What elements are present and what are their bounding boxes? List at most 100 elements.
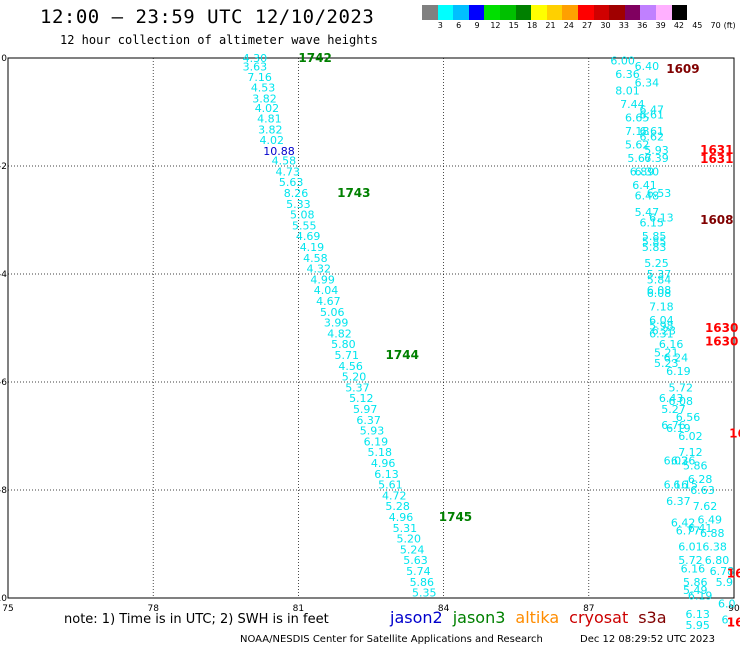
legend-swatch [655,5,672,20]
swh-value-label: 5.12 [349,392,374,405]
swh-value-label: 6.15 [673,479,698,492]
swh-value-label: 5.31 [393,522,418,535]
swh-value-label: 6.31 [649,327,674,340]
swh-value-label: 6.02 [678,430,703,443]
swh-value-label: 6.13 [649,211,674,224]
swh-value-label: 4.82 [327,327,352,340]
legend-tick-label: 45 [692,21,703,30]
lat-tick-label: -2 [0,162,7,172]
swh-value-label: 5.47 [635,206,660,219]
swh-value-label: 6.80 [705,554,730,567]
swh-value-label: 3.63 [243,61,268,74]
swh-value-label: 5.74 [406,565,431,578]
pass-number-label: 1745 [439,510,472,524]
swh-value-label: 6.65 [625,111,650,124]
swh-value-label: 6.63 [690,484,715,497]
lon-tick-label: 84 [438,604,450,614]
legend-swatch [437,5,454,20]
swh-value-label: 3.82 [252,93,277,106]
swh-value-label: 4.69 [296,230,321,243]
lat-tick-label: -8 [0,486,7,496]
swh-value-label: 6.40 [635,60,660,73]
footer-note: note: 1) Time is in UTC; 2) SWH is in fe… [64,612,329,627]
swh-value-label: 6.16 [659,338,684,351]
map-subtitle: 12 hour collection of altimeter wave hei… [60,33,378,47]
swh-value-label: 5.85 [642,230,667,243]
legend-swatch [624,5,641,20]
swh-value-label: 6.78 [710,565,735,578]
swh-value-label: 6.36 [671,454,696,467]
swh-value-label: 5.95 [685,619,710,632]
swh-value-label: 5.24 [400,543,425,556]
swh-value-label: 5.18 [367,446,392,459]
swh-value-label: 6.89 [630,165,655,178]
swh-value-label: 7.62 [693,500,718,513]
swh-value-label: 6.19 [666,365,691,378]
legend-swatch [593,5,610,20]
swh-value-label: 6.19 [666,422,691,435]
pass-number-label: 1630 [705,335,738,349]
pass-number-label: 1609 [666,62,699,76]
swh-value-label: 5.37 [647,268,672,281]
lon-tick-label: 90 [728,604,740,614]
swh-value-label: 5.86 [410,576,435,589]
swh-value-label: 6.15 [639,217,664,230]
legend-swatch [484,5,500,20]
pass-number-label: 1631 [700,143,733,157]
swh-value-label: 5.86 [683,460,708,473]
swh-value-label: 3.82 [258,123,283,136]
lat-tick-label: -4 [0,270,7,280]
legend-tick-label: 12 [490,21,501,30]
mission-legend: jason2 jason3 altika cryosat s3a [390,608,677,627]
mission-legend-item: altika [515,608,560,627]
swh-value-label: 7.12 [678,446,703,459]
swh-value-label: 6.00 [610,55,635,68]
swh-value-label: 5.84 [647,273,672,286]
swh-value-label: 5.20 [397,533,422,546]
legend-tick-label: 6 [456,21,462,30]
swh-value-label: 5.21 [654,346,679,359]
swh-value-label: 5.08 [290,209,315,222]
pass-number-label: 1608 [700,213,733,227]
swh-value-label: 6.04 [649,314,674,327]
swh-value-label: 6.56 [676,411,701,424]
swh-value-label: 6.41 [632,179,657,192]
swh-value-label: 6.88 [700,527,725,540]
legend-tick-label: 33 [618,21,629,30]
swh-value-label: 5.67 [627,152,652,165]
swh-value-label: 6.16 [664,479,689,492]
swh-value-label: 5.72 [669,381,694,394]
swh-value-label: 6.24 [664,352,689,365]
swh-value-label: 5.83 [642,241,667,254]
color-legend-bar [422,5,688,20]
swh-value-label: 4.53 [251,82,276,95]
pass-number-label: 1742 [298,51,331,65]
swh-value-label: 5.61 [378,479,403,492]
swh-value-label: 6.43 [659,392,684,405]
swh-value-label: 6.53 [647,187,672,200]
swh-value-label: 4.02 [260,134,285,147]
swh-value-label: 4.04 [314,284,339,297]
swh-value-label: 4.02 [255,102,280,115]
legend-tick-label: 18 [527,21,538,30]
legend-swatch [577,5,594,20]
swh-value-label: 6.28 [688,473,713,486]
swh-value-label: 6.30 [635,165,660,178]
swh-value-label: 5.27 [661,403,686,416]
generated-timestamp: Dec 12 08:29:52 UTC 2023 [580,634,715,645]
swh-value-label: 6.08 [669,395,694,408]
pass-number-label: 16 [727,567,740,581]
swh-value-label: 5.93 [644,144,669,157]
swh-value-label: 6.49 [698,514,723,527]
swh-value-label: 7.16 [247,71,272,84]
lon-tick-label: 75 [2,604,13,614]
swh-value-label: 4.96 [371,457,396,470]
swh-value-label: 6.19 [364,435,389,448]
swh-value-label: 5.23 [654,357,679,370]
swh-value-label: 4.30 [243,52,268,65]
legend-swatch [640,5,656,20]
swh-value-label: 6.13 [685,608,710,621]
swh-value-label: 5.71 [335,349,360,362]
legend-swatch [422,5,438,20]
